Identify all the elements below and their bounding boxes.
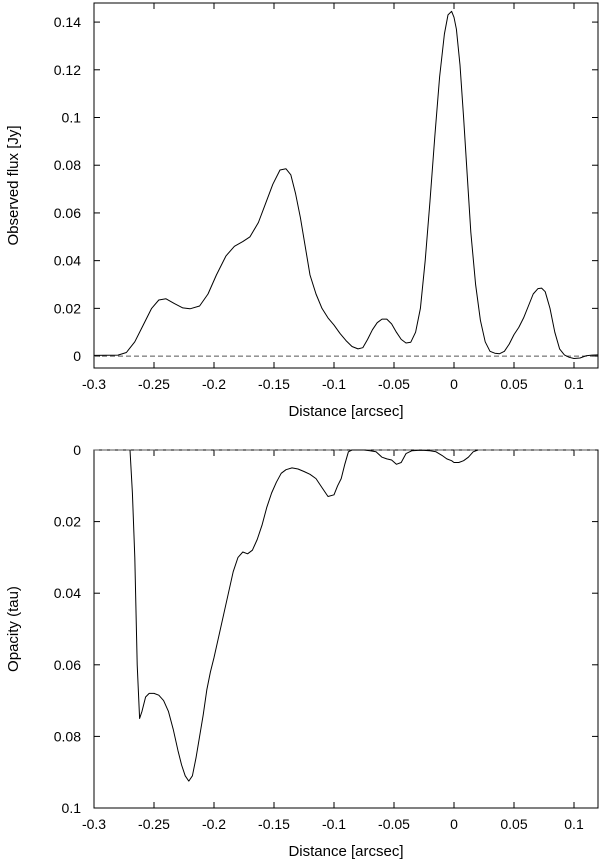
y-tick-label: 0.06: [54, 657, 81, 673]
y-ticks: 0 0.02 0.04 0.06 0.08 0.1 0.12 0.14: [54, 14, 598, 364]
y-tick-label: 0.08: [54, 157, 81, 173]
x-tick-label: -0.25: [138, 816, 170, 832]
chart-flux: -0.3 -0.25 -0.2 -0.15 -0.1 -0.05 0 0.05 0.1 0 0.0…: [5, 2, 599, 420]
y-tick-label: 0.08: [54, 728, 81, 744]
y-tick-label: 0: [73, 348, 81, 364]
x-tick-label: -0.15: [258, 816, 290, 832]
series-line: [129, 449, 479, 782]
x-axis-title: Distance [arcsec]: [288, 403, 403, 420]
series-line: [93, 10, 599, 359]
y-tick-label: 0.04: [54, 253, 81, 269]
x-tick-label: -0.3: [82, 376, 106, 392]
x-tick-label: -0.2: [202, 376, 226, 392]
x-ticks: -0.3 -0.25 -0.2 -0.15 -0.1 -0.05 0 0.05 0.1: [82, 450, 584, 832]
y-tick-label: 0.1: [62, 800, 82, 816]
x-tick-label: 0.1: [564, 816, 584, 832]
x-tick-label: 0.05: [500, 376, 527, 392]
x-tick-label: -0.25: [138, 376, 170, 392]
x-tick-label: 0.05: [500, 816, 527, 832]
y-tick-label: 0.1: [62, 110, 82, 126]
y-tick-label: 0: [73, 442, 81, 458]
x-tick-label: -0.05: [378, 816, 410, 832]
x-tick-label: -0.3: [82, 816, 106, 832]
x-tick-label: 0: [450, 816, 458, 832]
y-tick-label: 0.02: [54, 514, 81, 530]
y-tick-label: 0.04: [54, 585, 81, 601]
x-tick-label: -0.05: [378, 376, 410, 392]
y-tick-label: 0.12: [54, 62, 81, 78]
x-tick-label: -0.1: [322, 816, 346, 832]
x-tick-label: 0: [450, 376, 458, 392]
x-ticks: -0.3 -0.25 -0.2 -0.15 -0.1 -0.05 0 0.05 0.1: [82, 3, 584, 392]
y-tick-label: 0.06: [54, 205, 81, 221]
chart-opacity: -0.3 -0.25 -0.2 -0.15 -0.1 -0.05 0 0.05 0.1 0 0.0…: [5, 442, 599, 860]
y-axis-title: Opacity (tau): [5, 586, 22, 672]
x-tick-label: -0.1: [322, 376, 346, 392]
x-tick-label: -0.2: [202, 816, 226, 832]
y-ticks: 0 0.02 0.04 0.06 0.08 0.1: [54, 442, 598, 816]
x-tick-label: 0.1: [564, 376, 584, 392]
plot-frame: [93, 2, 599, 369]
y-tick-label: 0.02: [54, 300, 81, 316]
plot-frame: [93, 449, 599, 809]
y-tick-label: 0.14: [54, 14, 81, 30]
x-axis-title: Distance [arcsec]: [288, 843, 403, 860]
x-tick-label: -0.15: [258, 376, 290, 392]
y-axis-title: Observed flux [Jy]: [5, 125, 22, 245]
